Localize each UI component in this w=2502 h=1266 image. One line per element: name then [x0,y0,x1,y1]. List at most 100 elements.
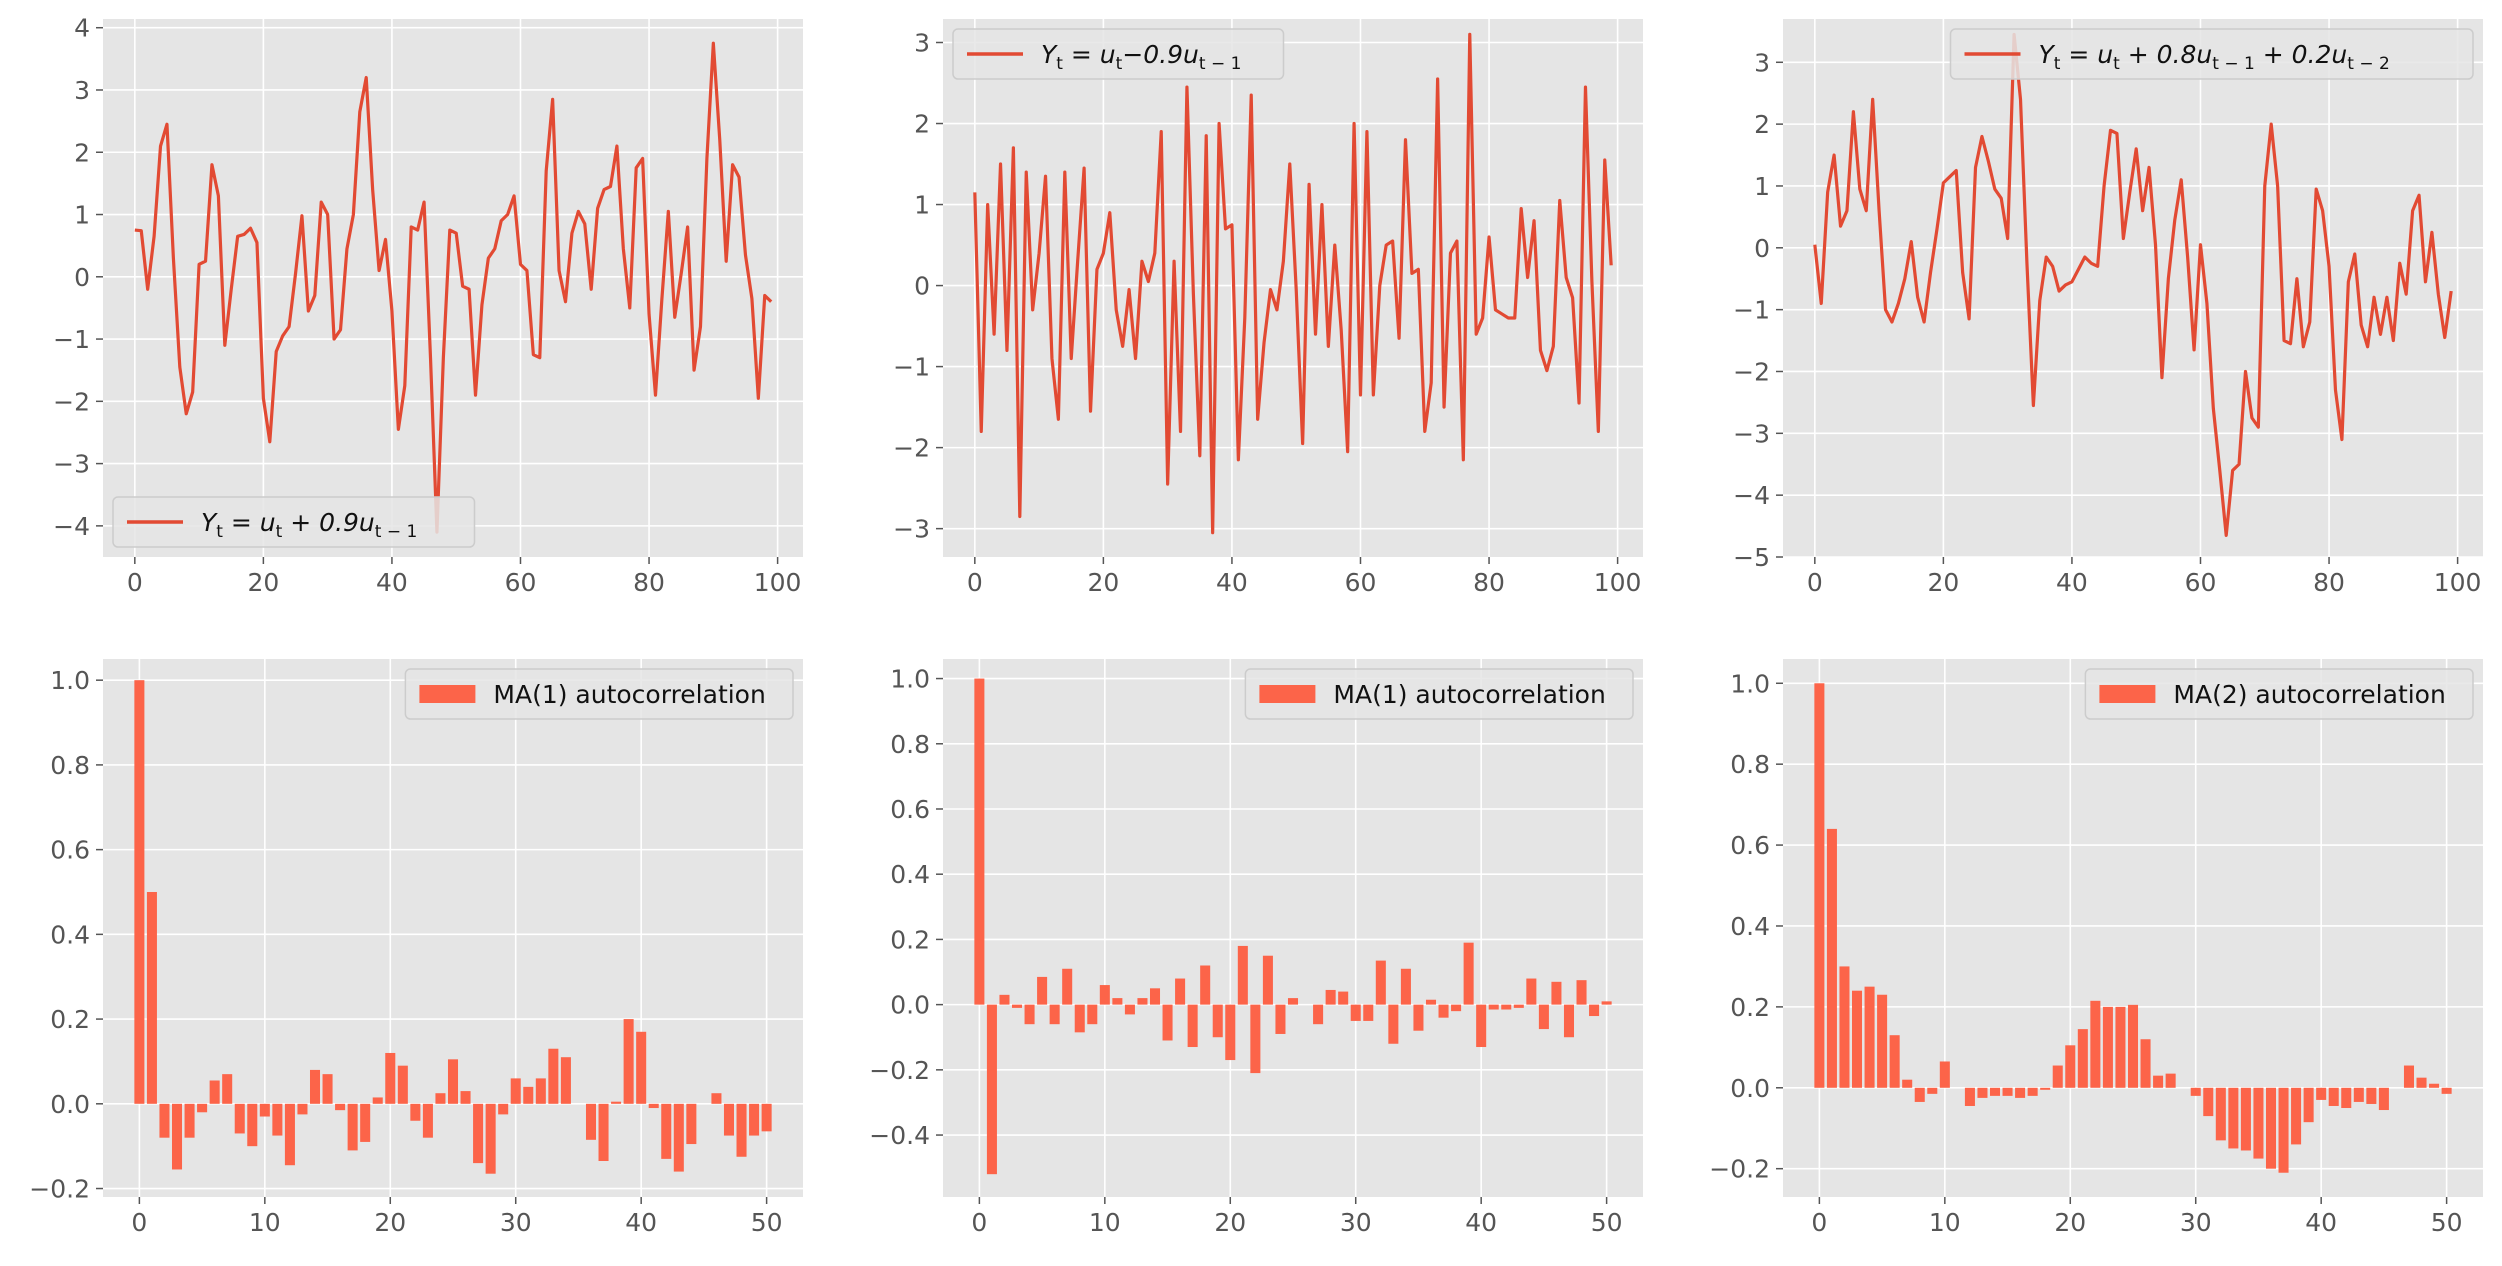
acf-bar [1037,976,1048,1005]
x-tick-label: 20 [1087,568,1119,597]
legend-label: MA(1) autocorrelation [493,680,765,709]
acf-bar [1964,1087,1975,1106]
y-tick-label: 0.6 [890,795,930,824]
acf-bar [686,1103,697,1145]
acf-bar [347,1103,358,1151]
acf-bar [284,1103,295,1166]
acf-bar [598,1103,609,1161]
y-tick-label: 1.0 [50,666,90,695]
acf-bar [259,1103,270,1117]
acf-bar [1989,1087,2001,1096]
x-tick-label: 100 [1594,568,1642,597]
acf-bar [1914,1087,1925,1102]
acf-bar [1839,966,1850,1088]
y-tick-label: −1 [53,325,90,354]
acf-bar [410,1103,421,1121]
acf-bar [2052,1065,2063,1088]
acf-bar [623,1019,634,1104]
acf-bar [986,1004,997,1175]
legend-label-part: + 0.8u [2120,40,2212,69]
y-tick-label: 3 [1754,48,1770,77]
acf-bar [510,1078,521,1104]
acf-bar [309,1069,321,1104]
acf-bar [2341,1087,2352,1109]
y-tick-label: −1 [893,353,930,382]
legend-label-part: t [276,522,283,542]
acf-bar [585,1103,597,1140]
acf-bar [2278,1087,2289,1173]
acf-bar [397,1065,408,1104]
acf-bar [2441,1087,2452,1094]
acf-bar [2253,1087,2264,1159]
legend-label: Yt = ut−0.9ut − 1 [1041,40,1241,74]
x-tick-label: 40 [2056,568,2088,597]
x-tick-label: 40 [1216,568,1248,597]
y-tick-label: 1 [1754,172,1770,201]
acf-bar [636,1031,647,1104]
acf-bar [485,1103,496,1174]
legend-label-part: t [1056,54,1063,74]
legend: MA(1) autocorrelation [1244,668,1634,720]
series-line [973,32,1613,535]
acf-bar [322,1074,333,1104]
acf-bar [1275,1004,1286,1034]
legend-bar-swatch [419,685,476,703]
acf-bar [2153,1075,2164,1088]
acf-bar [2366,1087,2377,1104]
acf-bar [711,1093,722,1104]
y-tick-label: 0.4 [50,920,90,949]
acf-bar [297,1103,308,1115]
legend-label-part: t [2113,54,2120,74]
y-tick-label: −2 [1733,357,1770,386]
x-tick-label: 20 [374,1208,406,1237]
acf-bar [523,1086,534,1104]
acf-bar [1413,1004,1424,1031]
acf-bar [1338,991,1349,1005]
x-tick-label: 80 [1473,568,1505,597]
legend-frame [2084,668,2474,720]
x-tick-label: 0 [131,1208,147,1237]
acf-bar [1526,978,1537,1005]
legend-label: MA(2) autocorrelation [2173,680,2445,709]
acf-bar [2090,1000,2101,1088]
acf-bar [197,1103,208,1113]
legend: Yt = ut + 0.9ut − 1 [112,496,476,548]
acf-bar [1011,1004,1023,1008]
y-tick-label: −2 [893,434,930,463]
acf-bar [2265,1087,2277,1169]
acf-bar [372,1097,383,1104]
plot-area [943,19,1643,557]
y-tick-label: 3 [914,28,930,57]
acf-bar [1501,1004,1512,1010]
acf-bar [209,1080,220,1104]
y-tick-label: 0.8 [50,751,90,780]
y-tick-label: 2 [914,110,930,139]
x-tick-label: 30 [1340,1208,1372,1237]
acf-bar [1576,980,1587,1005]
acf-bar [360,1103,371,1142]
acf-bar [1463,942,1474,1005]
y-tick-label: −4 [53,512,90,541]
legend-label-part: Y [201,508,218,537]
acf-bar [1451,1004,1462,1012]
acf-bar [761,1103,772,1132]
legend-bar-swatch [1259,685,1316,703]
acf-bar [171,1103,183,1170]
acf-bar [2002,1087,2013,1096]
legend-label-part: + 0.2u [2255,40,2347,69]
acf-bar [2291,1087,2302,1145]
acf-bar [661,1103,672,1159]
acf-bar [2127,1004,2139,1088]
acf-bar [1175,978,1186,1005]
subplot-ma2_acf: 0 10 20 30 40 50 −0.2 0.0 0.2 0.4 0.6 0.8 1.0 MA(2) a… [1709,659,2483,1237]
acf-bar [1287,998,1299,1005]
legend-frame [404,668,794,720]
acf-bar [1826,828,1837,1088]
acf-bar [1551,981,1562,1005]
acf-bar [1124,1004,1135,1015]
acf-bar [2165,1073,2176,1088]
acf-bar [1902,1079,1913,1088]
x-tick-label: 0 [971,1208,987,1237]
acf-bar [1927,1087,1938,1094]
